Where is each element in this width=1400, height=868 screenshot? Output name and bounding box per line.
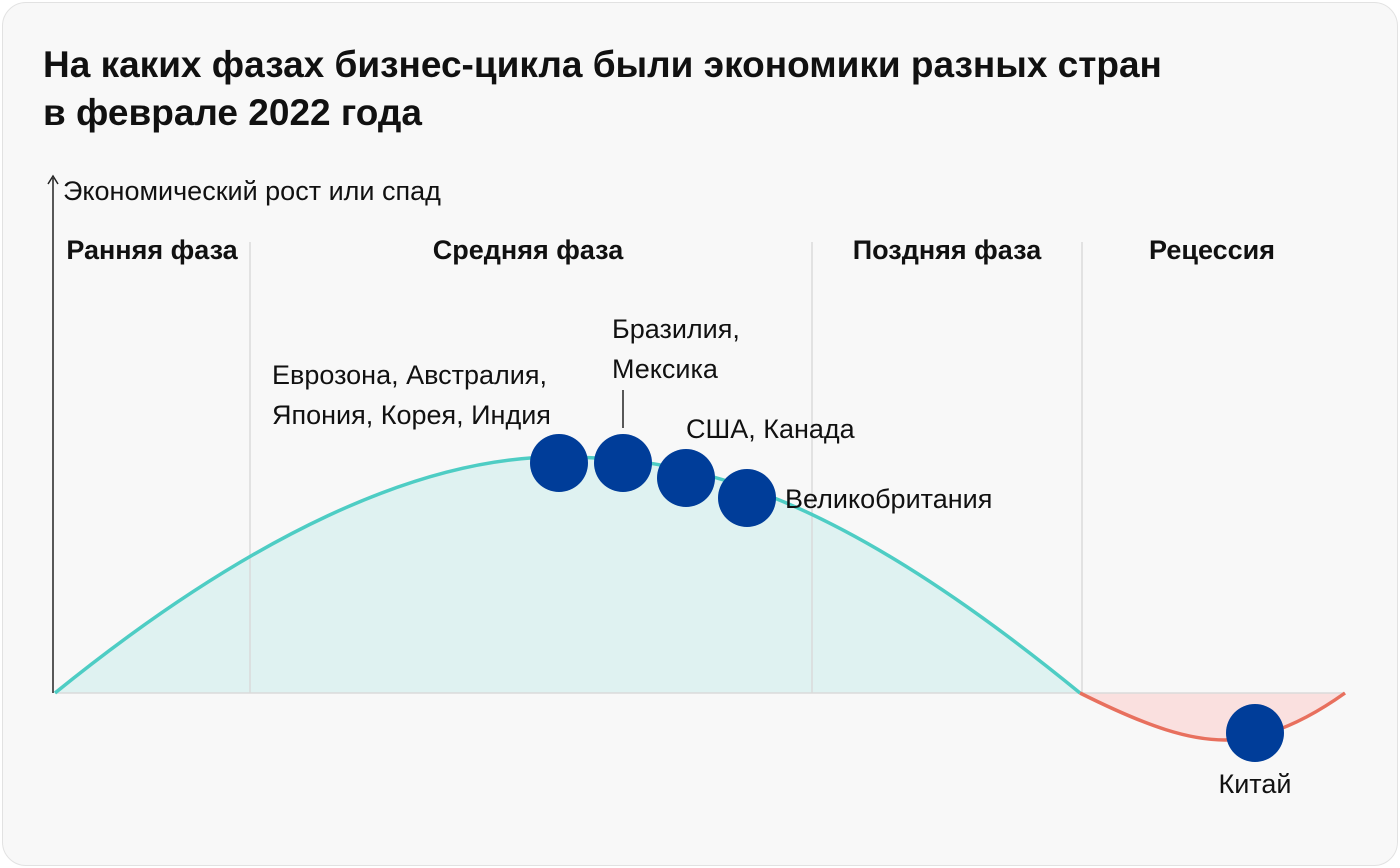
label-usa: США, Канада	[686, 414, 856, 444]
label-uk: Великобритания	[785, 484, 992, 514]
recession-curve	[1079, 691, 1347, 742]
title-line-1: На каких фазах бизнес-цикла были экономи…	[43, 44, 1162, 85]
page-title: На каких фазах бизнес-цикла были экономи…	[43, 41, 1363, 137]
marker-eurozone	[530, 434, 588, 492]
marker-china	[1226, 704, 1284, 762]
phase-late-label: Поздняя фаза	[853, 235, 1042, 265]
phase-early-label: Ранняя фаза	[66, 235, 238, 265]
label-brazil-line-2: Мексика	[612, 354, 719, 384]
label-eurozone-line-2: Япония, Корея, Индия	[272, 400, 551, 430]
title-line-2: в феврале 2022 года	[43, 92, 422, 133]
phase-mid-label: Средняя фаза	[433, 235, 625, 265]
y-axis-arrow-icon	[47, 174, 59, 185]
label-china: Китай	[1219, 769, 1292, 799]
marker-usa	[657, 449, 715, 507]
label-brazil-line-1: Бразилия,	[612, 314, 740, 344]
growth-area	[55, 457, 1080, 693]
marker-uk	[718, 469, 776, 527]
y-axis-label: Экономический рост или спад	[63, 176, 441, 206]
marker-brazil	[594, 434, 652, 492]
phase-recession-label: Рецессия	[1149, 235, 1275, 265]
label-eurozone-line-1: Еврозона, Австралия,	[272, 360, 547, 390]
